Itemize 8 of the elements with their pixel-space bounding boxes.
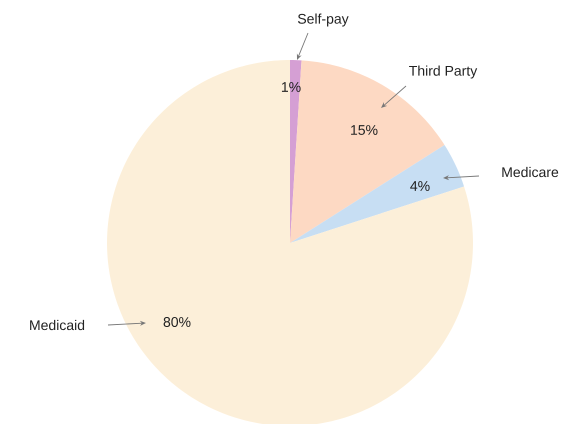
data-label: 80% (164, 317, 191, 327)
data-label: 15% (351, 125, 378, 135)
data-label: 4% (410, 181, 430, 191)
slice-label: Third Party (409, 65, 478, 79)
slice-label: Medicaid (30, 320, 84, 330)
slice-label: Medicare (502, 166, 558, 178)
slice-label: Self-pay (298, 13, 349, 27)
data-label: 1% (282, 82, 301, 92)
